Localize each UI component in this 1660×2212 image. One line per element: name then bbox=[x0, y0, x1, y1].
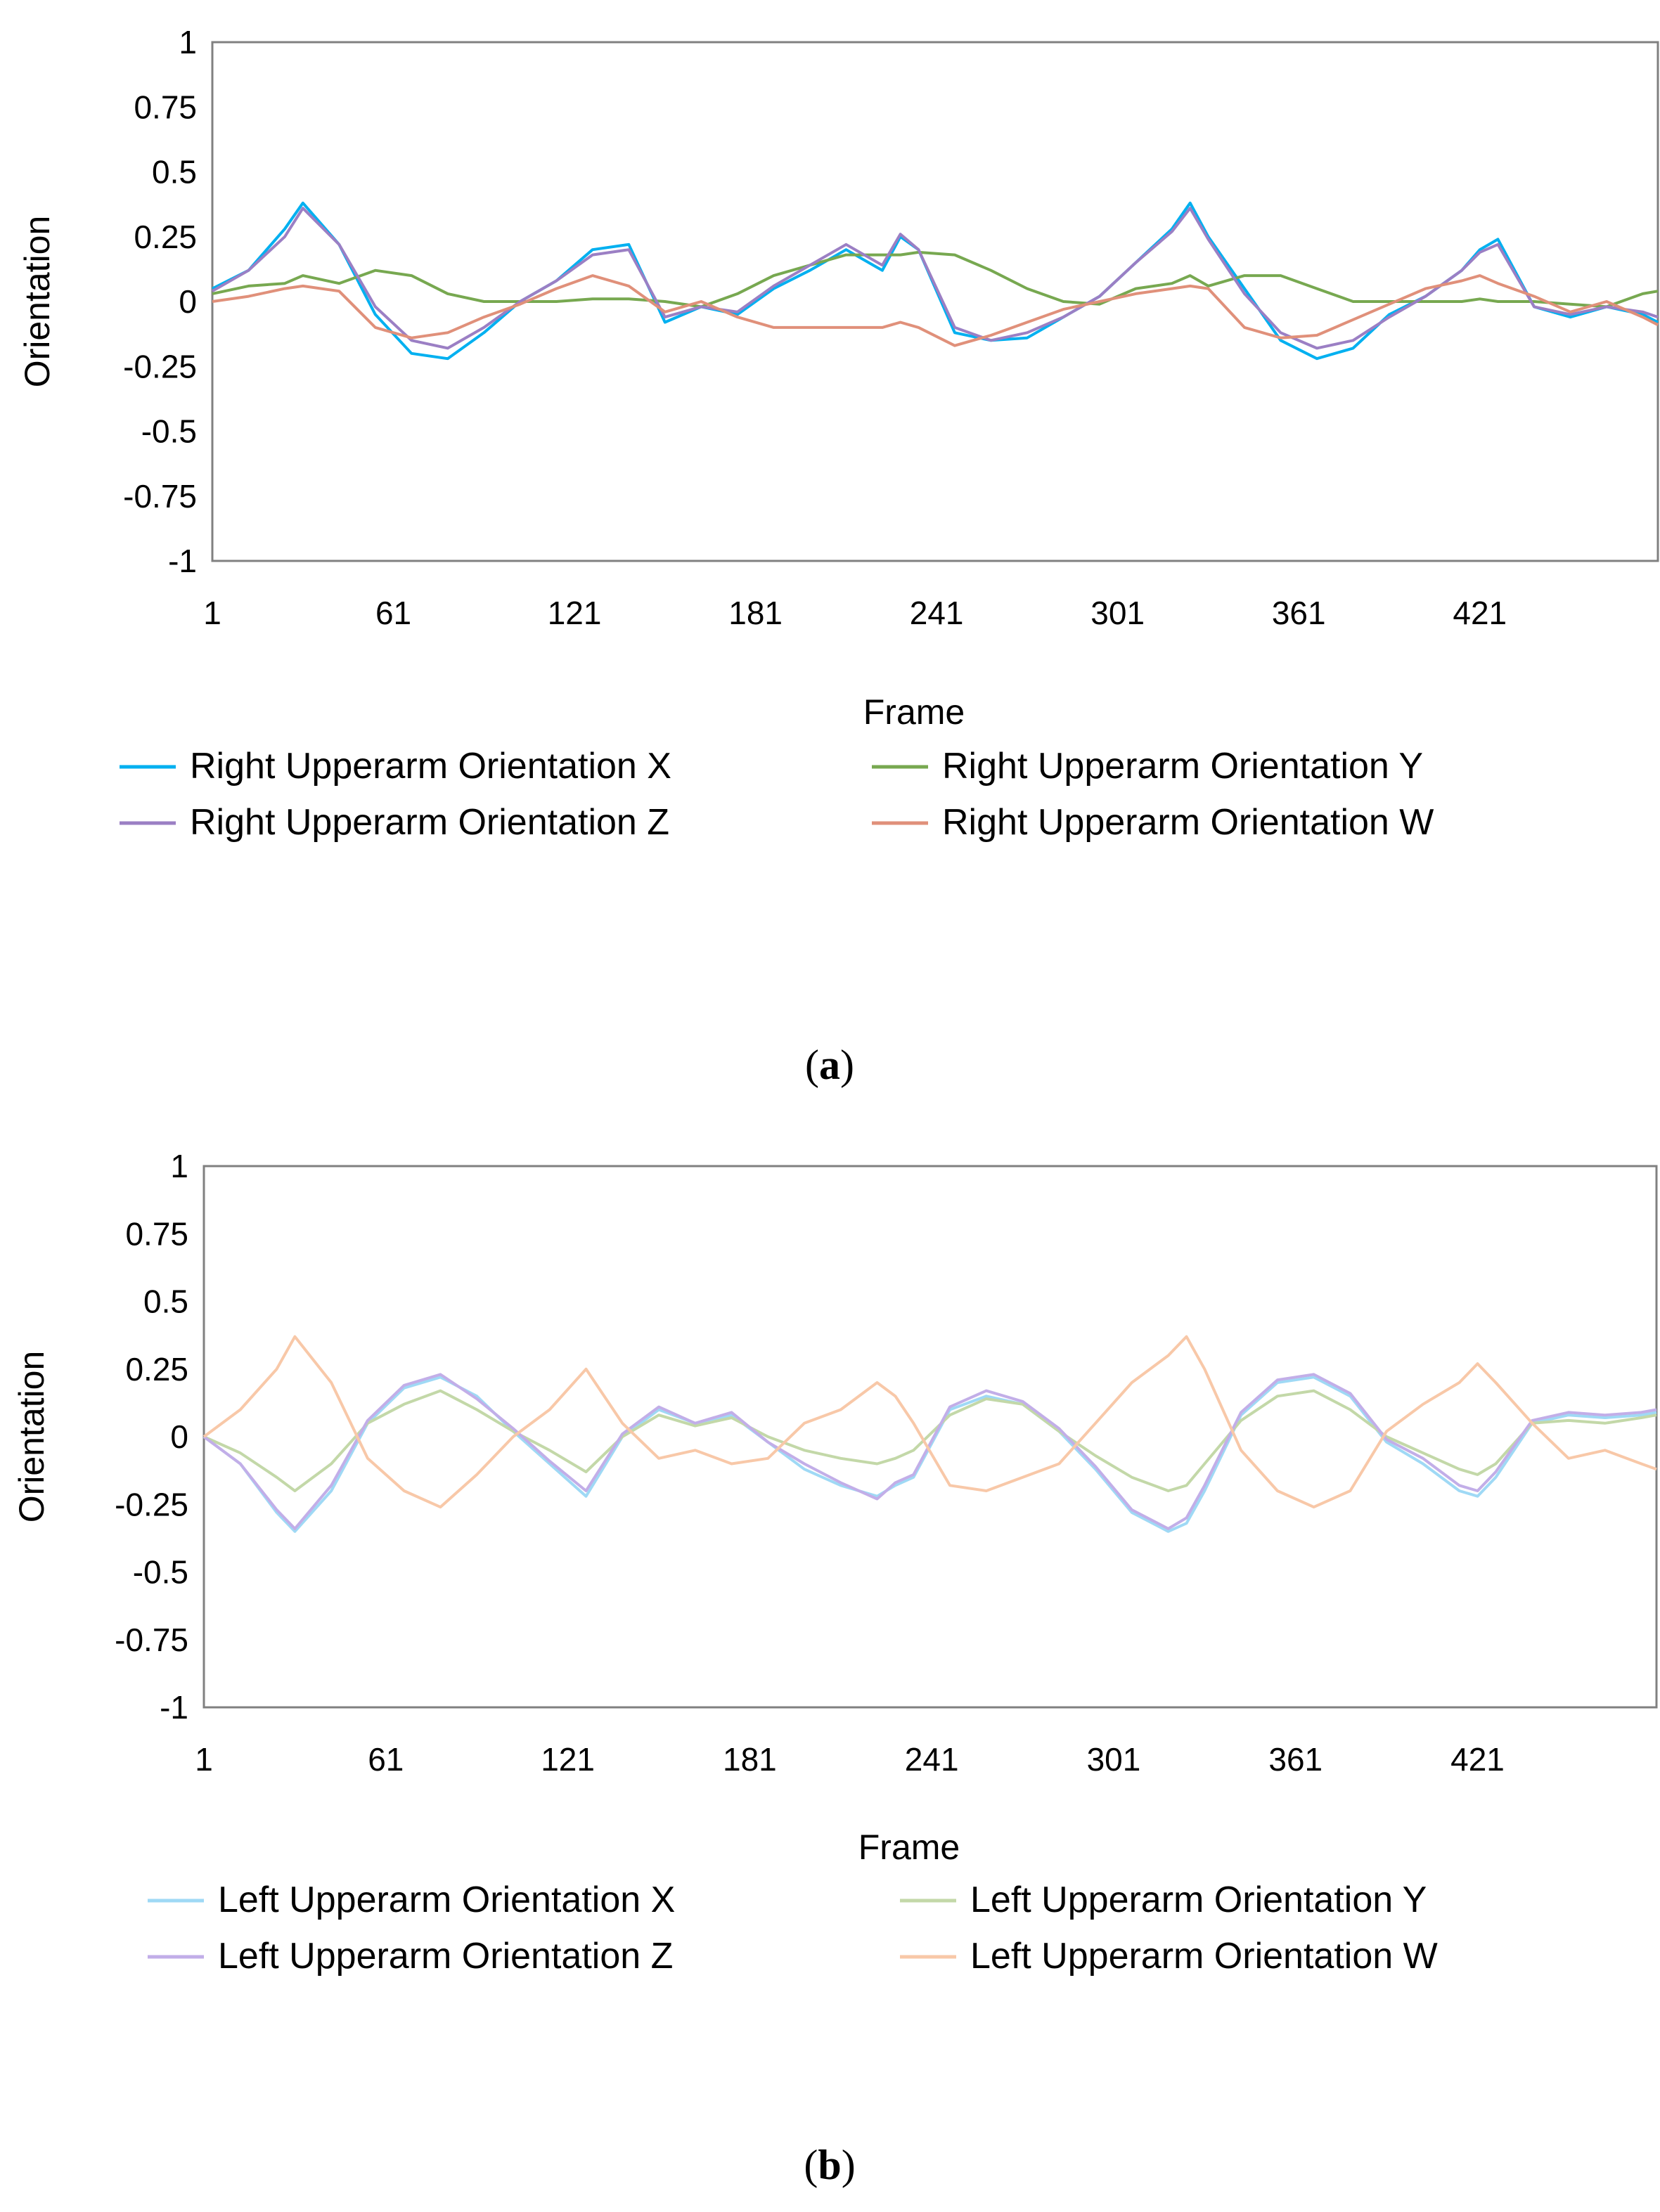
y-tick-label: 0.75 bbox=[134, 89, 197, 125]
y-tick-label: -1 bbox=[168, 543, 197, 579]
x-tick-label: 241 bbox=[910, 595, 964, 631]
panel-label: (b) bbox=[804, 2142, 855, 2188]
x-tick-label: 181 bbox=[723, 1741, 777, 1778]
x-tick-label: 421 bbox=[1453, 595, 1507, 631]
series-line-right-upperarm-orientation-z bbox=[212, 207, 1659, 350]
x-tick-label: 421 bbox=[1450, 1741, 1505, 1778]
x-tick-label: 241 bbox=[905, 1741, 959, 1778]
y-tick-label: 0.25 bbox=[125, 1351, 188, 1388]
series-line-left-upperarm-orientation-y bbox=[203, 1389, 1657, 1492]
y-tick-label: 0.5 bbox=[143, 1283, 188, 1320]
legend-label: Right Upperarm Orientation W bbox=[942, 802, 1434, 843]
x-tick-label: 361 bbox=[1272, 595, 1326, 631]
x-tick-label: 361 bbox=[1268, 1741, 1323, 1778]
series-line-right-upperarm-orientation-w bbox=[212, 274, 1659, 347]
y-tick-label: 0.25 bbox=[134, 219, 197, 255]
legend-label: Left Upperarm Orientation W bbox=[970, 1936, 1438, 1977]
y-tick-label: -0.25 bbox=[123, 348, 197, 384]
series-line-left-upperarm-orientation-w bbox=[202, 1335, 1657, 1509]
x-tick-label: 1 bbox=[203, 595, 221, 631]
legend-label: Right Upperarm Orientation Y bbox=[942, 746, 1423, 787]
x-axis-title: Frame bbox=[863, 692, 965, 732]
y-tick-label: 0 bbox=[170, 1418, 188, 1455]
chart-b-svg: 10.750.50.250-0.25-0.5-0.75-11 61 121 181 24… bbox=[12, 1148, 1658, 2188]
legend-label: Right Upperarm Orientation Z bbox=[190, 802, 669, 843]
chart-panel-a: 1 0.75 0.5 0.25 0 -0.25 -0.5 -0.75 -1 1 61 121 181 24… bbox=[0, 0, 1660, 1097]
x-tick-label: 181 bbox=[728, 595, 783, 631]
y-tick-label: -0.75 bbox=[123, 478, 197, 515]
y-tick-label: 0.5 bbox=[152, 154, 197, 190]
y-tick-label: 1 bbox=[170, 1148, 188, 1184]
x-tick-label: 61 bbox=[368, 1741, 404, 1778]
legend-label: Left Upperarm Orientation X bbox=[218, 1880, 675, 1920]
x-tick-label: 61 bbox=[375, 595, 411, 631]
legend-label: Right Upperarm Orientation X bbox=[190, 746, 671, 787]
legend-label: Left Upperarm Orientation Y bbox=[970, 1880, 1427, 1920]
x-tick-label: 301 bbox=[1090, 595, 1145, 631]
chart-a-svg: 10.750.50.250-0.25-0.5-0.75-11 61 121 181 24… bbox=[18, 24, 1659, 1088]
y-axis-title: Orientation bbox=[12, 1351, 51, 1523]
y-tick-label: -0.5 bbox=[133, 1554, 188, 1591]
y-tick-label: -1 bbox=[160, 1689, 188, 1726]
chart-panel-b: 1 0.75 0.5 0.25 0 -0.25 -0.5 -0.75 -1 1 61 121 181 24… bbox=[0, 1125, 1660, 2212]
x-tick-label: 1 bbox=[195, 1741, 213, 1778]
legend-label: Left Upperarm Orientation Z bbox=[218, 1936, 673, 1977]
y-tick-label: -0.25 bbox=[115, 1486, 188, 1522]
x-tick-label: 301 bbox=[1087, 1741, 1141, 1778]
y-tick-label: -0.75 bbox=[115, 1622, 188, 1658]
x-tick-label: 121 bbox=[548, 595, 602, 631]
y-tick-label: 0.75 bbox=[125, 1215, 188, 1252]
series-line-left-upperarm-orientation-z bbox=[202, 1373, 1657, 1530]
panel-label: (a) bbox=[805, 1042, 854, 1088]
series-line-right-upperarm-orientation-y bbox=[212, 250, 1659, 309]
y-axis-title: Orientation bbox=[18, 216, 57, 388]
y-tick-label: 1 bbox=[179, 24, 197, 60]
x-axis-title: Frame bbox=[858, 1828, 960, 1867]
y-tick-label: 0 bbox=[179, 283, 197, 320]
y-tick-label: -0.5 bbox=[141, 413, 197, 450]
x-tick-label: 121 bbox=[541, 1741, 595, 1778]
plot-area bbox=[202, 1165, 1658, 1709]
